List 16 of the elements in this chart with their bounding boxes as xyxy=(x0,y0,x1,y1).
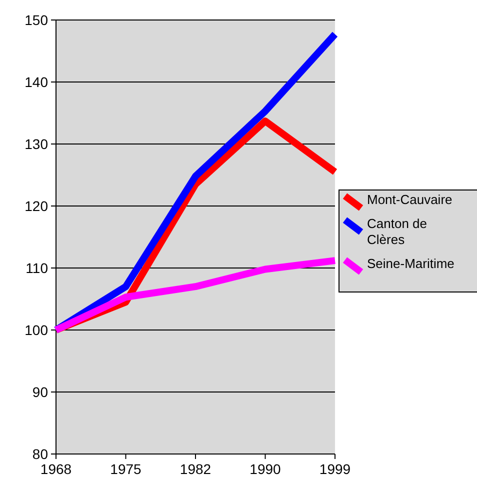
x-tick-label: 1975 xyxy=(110,461,142,477)
legend-label: Mont-Cauvaire xyxy=(367,192,452,207)
y-tick-label: 130 xyxy=(24,136,48,152)
y-tick-label: 100 xyxy=(24,322,48,338)
legend-label: Canton de Clères xyxy=(367,216,427,247)
y-tick-label: 90 xyxy=(32,384,48,400)
legend-label: Seine-Maritime xyxy=(367,256,454,271)
y-tick-label: 140 xyxy=(24,74,48,90)
y-tick-label: 150 xyxy=(24,12,48,28)
x-tick-label: 1968 xyxy=(40,461,72,477)
y-tick-label: 120 xyxy=(24,198,48,214)
x-tick-label: 1982 xyxy=(180,461,212,477)
x-tick-label: 1999 xyxy=(319,461,351,477)
y-tick-label: 80 xyxy=(32,446,48,462)
x-tick-label: 1990 xyxy=(250,461,282,477)
y-tick-label: 110 xyxy=(26,260,48,276)
